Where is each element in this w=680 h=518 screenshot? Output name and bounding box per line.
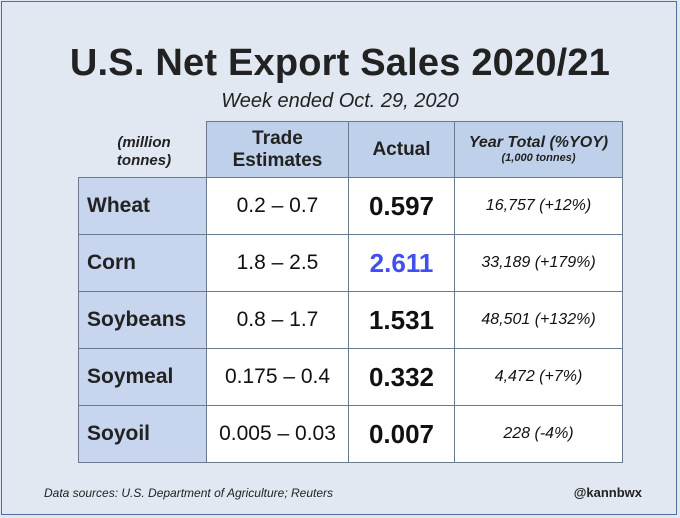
actual-value-cell: 1.531 [348,291,455,349]
crop-name-cell: Soybeans [78,291,207,349]
crop-name-cell: Soyoil [78,405,207,463]
year-total-cell: 33,189 (+179%) [454,234,623,292]
units-label-line-2: tonnes) [116,152,172,169]
trade-estimates-cell: 0.005 – 0.03 [206,405,349,463]
author-handle: @kannbwx [573,485,642,500]
trade-estimates-cell: 0.175 – 0.4 [206,348,349,406]
header-trade-estimates: Trade Estimates [206,121,349,178]
year-total-cell: 228 (-4%) [454,405,623,463]
units-label: (million tonnes) [94,134,194,170]
year-total-cell: 16,757 (+12%) [454,177,623,235]
year-total-cell: 48,501 (+132%) [454,291,623,349]
header-year-total-label: Year Total (%YOY) [468,134,609,151]
actual-value-cell: 0.332 [348,348,455,406]
table-row-wheat: Wheat 0.2 – 0.7 0.597 16,757 (+12%) [78,177,623,235]
header-year-total-units: (1,000 tonnes) [501,152,576,164]
actual-value-cell: 2.611 [348,234,455,292]
header-trade-estimates-line-2: Estimates [232,149,323,171]
table-row-soymeal: Soymeal 0.175 – 0.4 0.332 4,472 (+7%) [78,348,623,406]
table-row-corn: Corn 1.8 – 2.5 2.611 33,189 (+179%) [78,234,623,292]
chart-subtitle: Week ended Oct. 29, 2020 [221,90,459,112]
crop-name-cell: Soymeal [78,348,207,406]
header-year-total: Year Total (%YOY) (1,000 tonnes) [454,121,623,178]
header-blank-cell [79,122,207,178]
crop-name-cell: Corn [78,234,207,292]
header-trade-estimates-line-1: Trade [252,127,303,149]
actual-value-cell: 0.597 [348,177,455,235]
data-source-note: Data sources: U.S. Department of Agricul… [44,486,334,500]
chart-title: U.S. Net Export Sales 2020/21 [69,42,611,84]
table-row-soybeans: Soybeans 0.8 – 1.7 1.531 48,501 (+132%) [78,291,623,349]
trade-estimates-cell: 0.2 – 0.7 [206,177,349,235]
year-total-cell: 4,472 (+7%) [454,348,623,406]
header-actual: Actual [348,121,455,178]
table-row-soyoil: Soyoil 0.005 – 0.03 0.007 228 (-4%) [78,405,623,463]
header-row: Trade Estimates Actual Year Total (%YOY)… [79,121,623,178]
export-sales-table: Trade Estimates Actual Year Total (%YOY)… [78,121,623,463]
trade-estimates-cell: 1.8 – 2.5 [206,234,349,292]
crop-name-cell: Wheat [78,177,207,235]
units-label-line-1: (million [117,134,171,151]
actual-value-cell: 0.007 [348,405,455,463]
trade-estimates-cell: 0.8 – 1.7 [206,291,349,349]
